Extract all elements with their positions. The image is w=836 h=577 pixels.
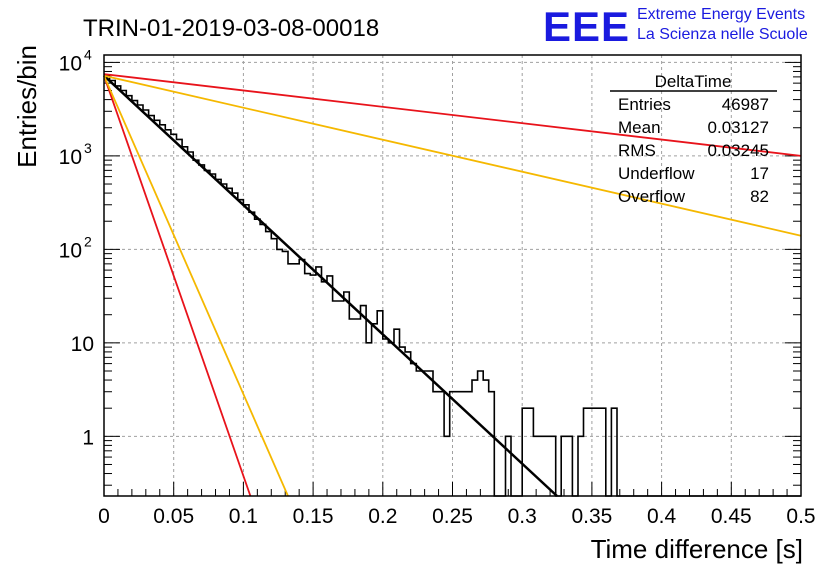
plot-frame bbox=[103, 54, 802, 497]
x-tick-label: 0.25 bbox=[432, 505, 473, 528]
fit-line-yellow-line-2 bbox=[103, 74, 802, 237]
stats-value-mean: 0.03127 bbox=[708, 118, 769, 137]
y-tick-label: 10 bbox=[59, 52, 82, 75]
stats-label-entries: Entries bbox=[618, 95, 671, 114]
x-tick-label: 0.3 bbox=[508, 505, 537, 528]
y-tick-exponent: 4 bbox=[84, 46, 92, 62]
grid bbox=[104, 55, 801, 496]
run-title: TRIN-01-2019-03-08-00018 bbox=[83, 15, 379, 42]
stats-box: DeltaTime Entries 46987 Mean 0.03127 RMS… bbox=[610, 72, 777, 206]
fit-line-fit-0 bbox=[103, 74, 558, 497]
x-tick-label: 0.4 bbox=[647, 505, 677, 528]
fit-lines bbox=[103, 73, 802, 497]
fit-line-yellow-line-4 bbox=[103, 75, 289, 497]
stats-value-overflow: 82 bbox=[750, 187, 769, 206]
stats-label-rms: RMS bbox=[618, 141, 656, 160]
x-tick-label: 0.1 bbox=[229, 505, 258, 528]
stats-value-rms: 0.03245 bbox=[708, 141, 769, 160]
y-tick-label: 1 bbox=[82, 426, 94, 449]
stats-label-underflow: Underflow bbox=[618, 164, 695, 183]
x-tick-label: 0.45 bbox=[711, 505, 752, 528]
org-name: Extreme Energy Events bbox=[637, 6, 805, 23]
y-tick-exponent: 2 bbox=[84, 233, 92, 249]
fit-line-red-line-1 bbox=[103, 73, 802, 157]
y-axis-title: Entries/bin bbox=[12, 45, 42, 168]
x-tick-label: 0 bbox=[98, 505, 110, 528]
y-tick-label: 10 bbox=[71, 333, 94, 356]
eee-logo: EEE bbox=[543, 3, 630, 50]
stats-value-underflow: 17 bbox=[750, 164, 769, 183]
stats-value-entries: 46987 bbox=[722, 95, 769, 114]
y-tick-exponent: 3 bbox=[84, 140, 92, 156]
x-tick-label: 0.5 bbox=[786, 505, 815, 528]
x-tick-label: 0.05 bbox=[153, 505, 194, 528]
stats-label-mean: Mean bbox=[618, 118, 661, 137]
x-tick-labels: 0 0.05 0.1 0.15 0.2 0.25 0.3 0.35 0.4 0.45 0.5 bbox=[98, 505, 815, 528]
org-subtitle: La Scienza nelle Scuole bbox=[637, 26, 808, 43]
y-tick-label: 10 bbox=[59, 239, 82, 262]
fit-line-red-line-3 bbox=[103, 75, 252, 497]
x-tick-label: 0.15 bbox=[293, 505, 334, 528]
x-tick-label: 0.2 bbox=[368, 505, 397, 528]
x-tick-label: 0.35 bbox=[571, 505, 612, 528]
y-tick-label: 10 bbox=[59, 146, 82, 169]
stats-title: DeltaTime bbox=[655, 72, 732, 91]
x-axis-title: Time difference [s] bbox=[591, 534, 803, 564]
stats-label-overflow: Overflow bbox=[618, 187, 686, 206]
